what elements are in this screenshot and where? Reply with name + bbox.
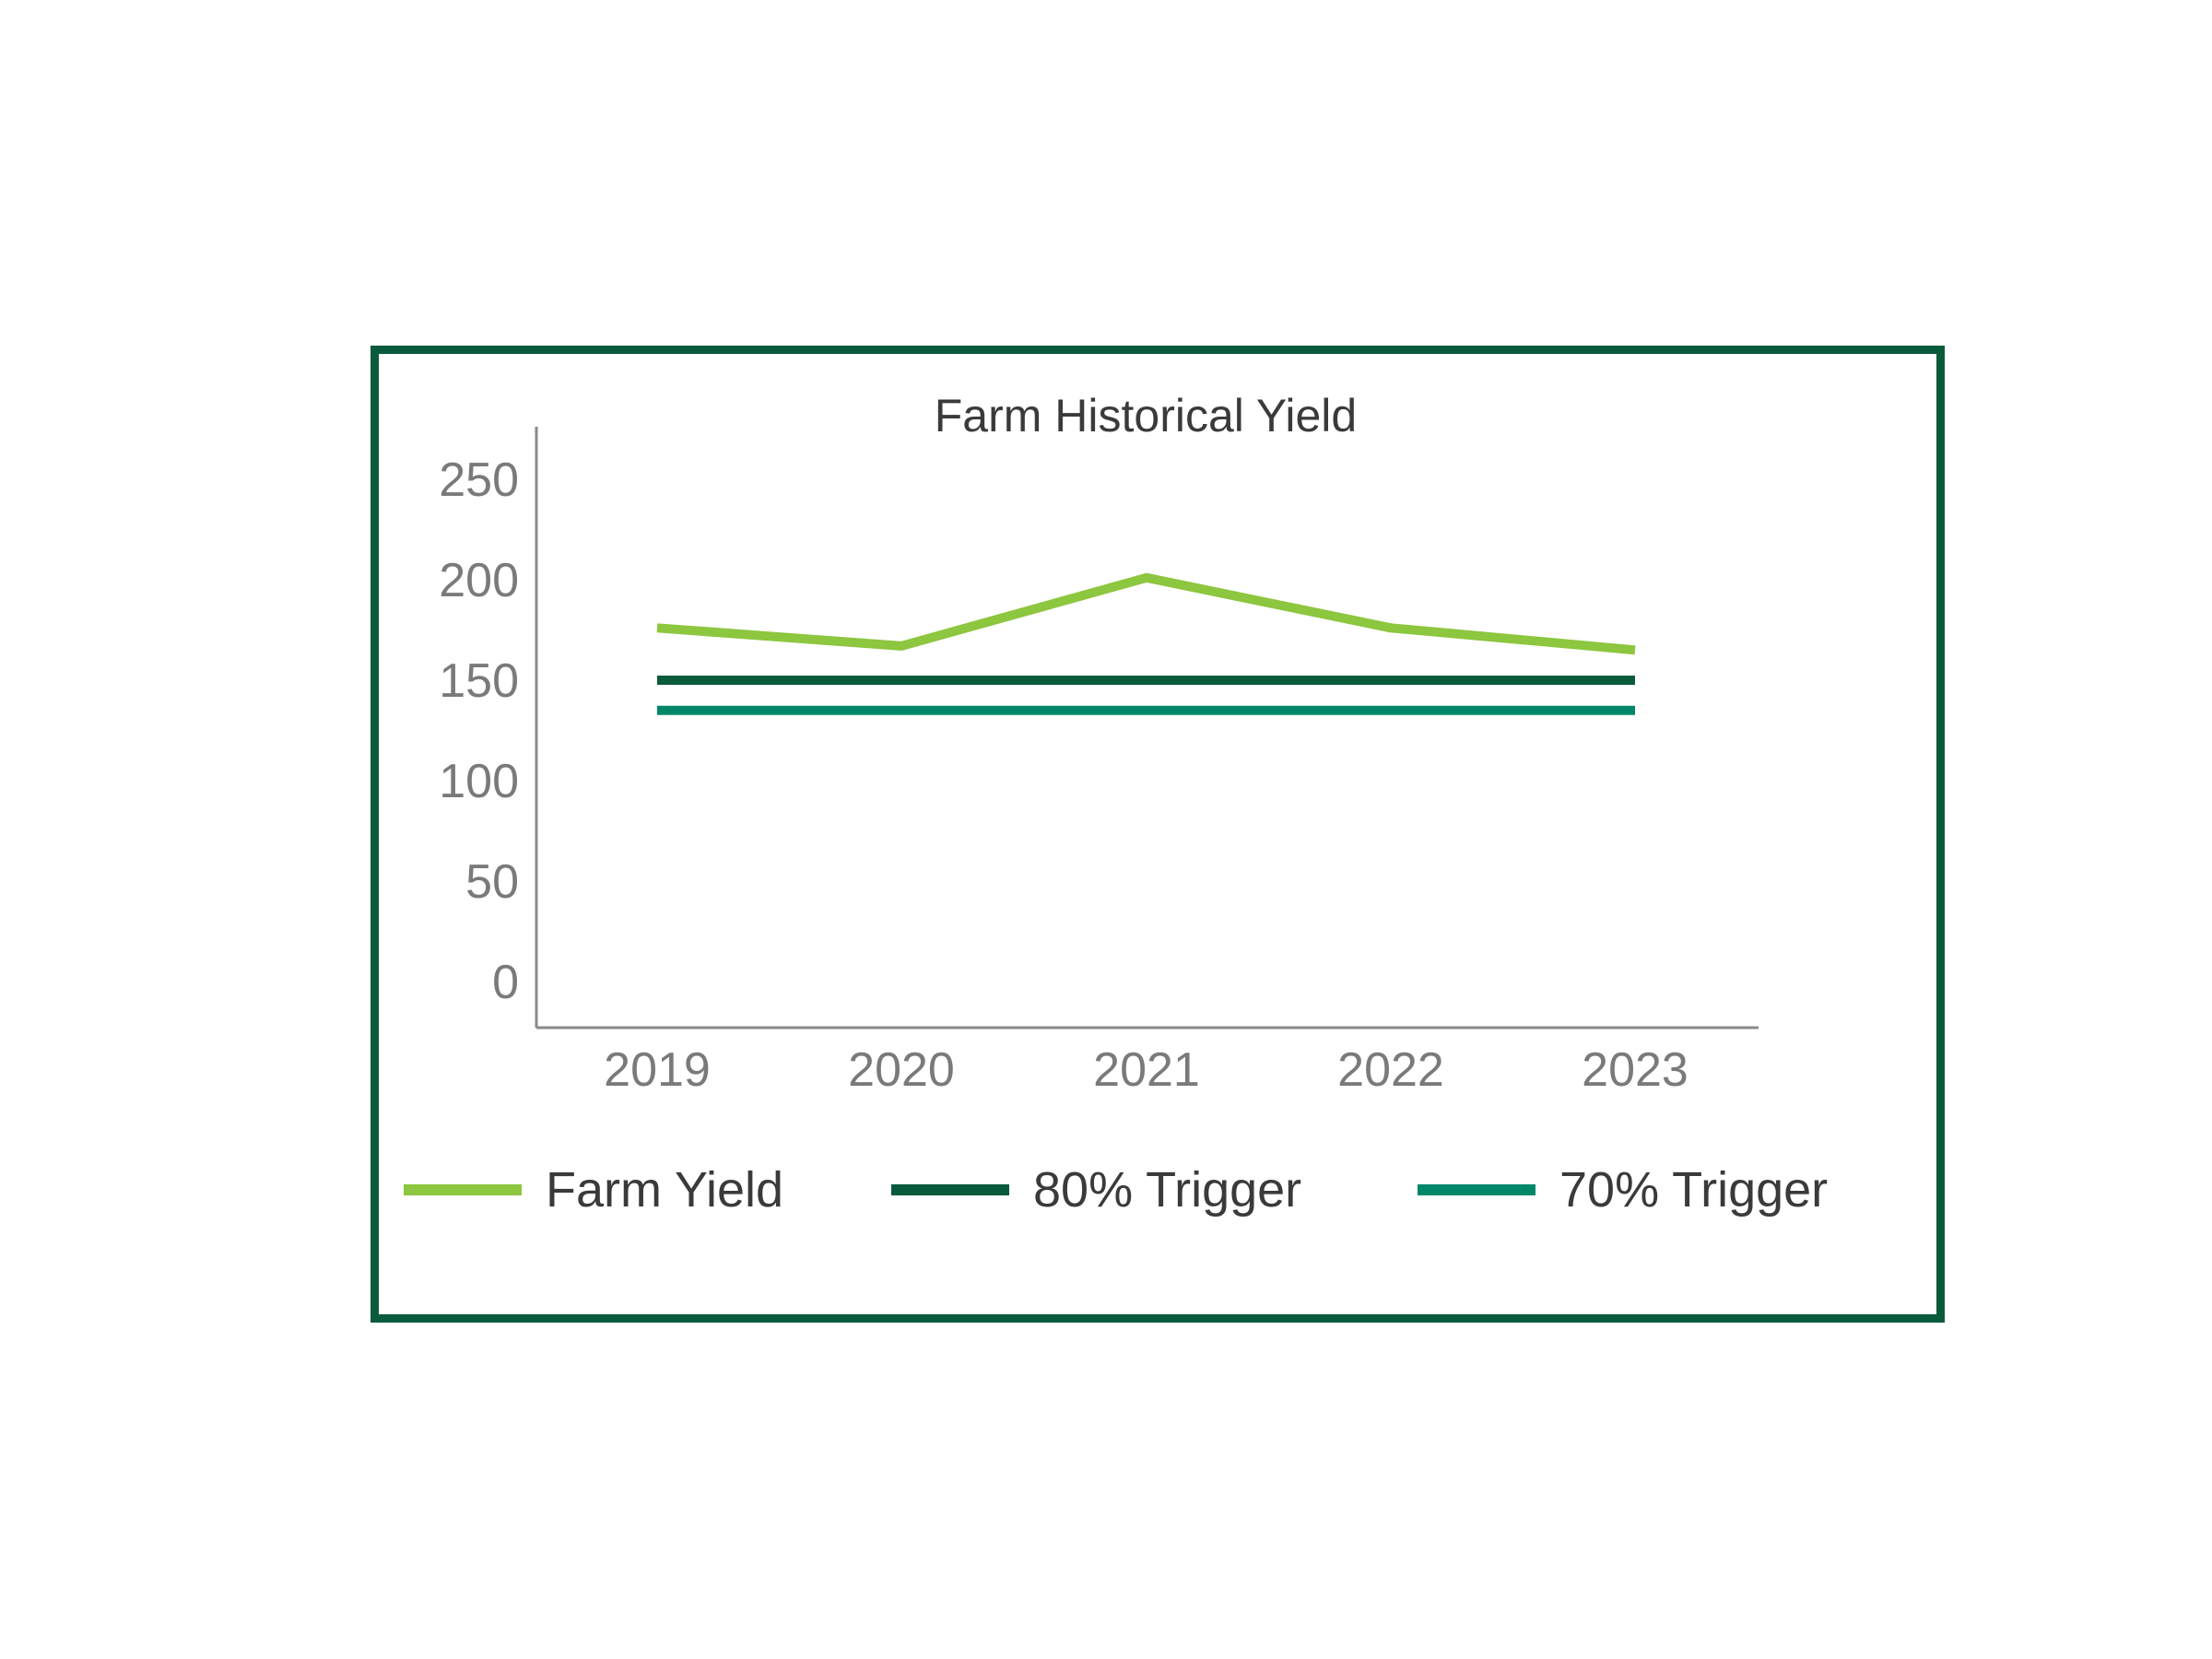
y-tick-label: 250	[439, 453, 519, 507]
chart-title: Farm Historical Yield	[935, 390, 1357, 441]
legend-label-0: Farm Yield	[546, 1162, 783, 1218]
legend: Farm Yield 80% Trigger 70% Trigger	[404, 1162, 1828, 1218]
y-tick-label: 150	[439, 654, 519, 708]
legend-label-2: 70% Trigger	[1559, 1162, 1828, 1218]
x-tick-label: 2022	[1337, 1043, 1444, 1097]
y-tick-labels: 0 50 100 150 200 250	[439, 453, 519, 1009]
x-tick-labels: 2019 2020 2021 2022 2023	[604, 1043, 1688, 1097]
x-tick-label: 2019	[604, 1043, 711, 1097]
chart-frame	[371, 346, 1945, 1323]
series-lines	[656, 572, 1636, 715]
legend-label-1: 80% Trigger	[1033, 1162, 1301, 1218]
y-tick-label: 50	[465, 855, 519, 909]
series-line-0	[656, 572, 1636, 655]
x-tick-label: 2023	[1582, 1043, 1688, 1097]
y-tick-label: 0	[492, 956, 519, 1009]
x-tick-label: 2020	[848, 1043, 955, 1097]
x-tick-label: 2021	[1093, 1043, 1200, 1097]
y-tick-label: 100	[439, 755, 519, 808]
y-tick-label: 200	[439, 554, 519, 607]
